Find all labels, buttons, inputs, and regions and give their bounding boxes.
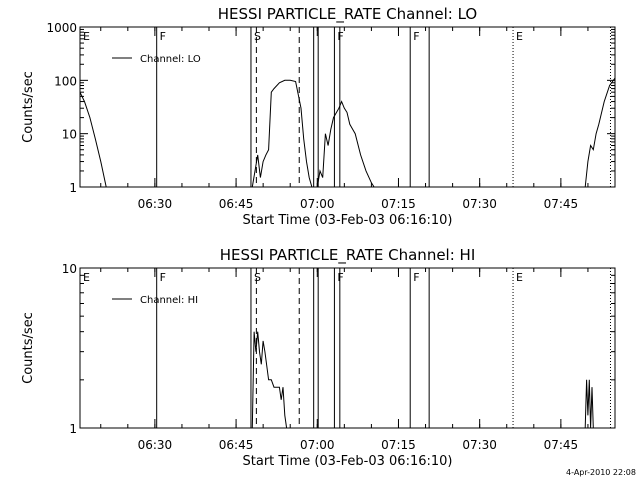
y-tick-label: 1	[69, 181, 77, 195]
x-tick-label: 06:45	[219, 197, 254, 211]
y-tick-label: 10	[62, 262, 77, 276]
y-axis-label: Counts/sec	[21, 71, 36, 143]
flag-label: E	[83, 271, 90, 284]
x-tick-label: 07:00	[300, 438, 335, 452]
y-tick-label: 1	[69, 422, 77, 436]
series-line	[251, 331, 288, 429]
chart-title: HESSI PARTICLE_RATE Channel: HI	[220, 246, 476, 265]
legend-label: Channel: LO	[140, 54, 201, 65]
x-tick-label: 07:45	[544, 438, 579, 452]
x-tick-label: 07:45	[544, 197, 579, 211]
x-tick-label: 07:30	[462, 197, 497, 211]
x-tick-label: 06:45	[219, 438, 254, 452]
legend-label: Channel: HI	[140, 295, 198, 306]
plot-frame	[79, 267, 616, 429]
chart-title: HESSI PARTICLE_RATE Channel: LO	[218, 5, 477, 24]
series-line	[584, 379, 594, 429]
x-tick-label: 06:30	[138, 438, 173, 452]
y-tick-label: 100	[54, 74, 77, 88]
flag-label: E	[516, 271, 523, 284]
x-tick-label: 07:00	[300, 197, 335, 211]
x-tick-label: 06:30	[138, 197, 173, 211]
x-tick-label: 07:15	[381, 438, 416, 452]
flag-label: F	[413, 30, 419, 43]
chart-panel-2: HESSI PARTICLE_RATE Channel: HI 1 10 06:30 0…	[21, 246, 616, 469]
series-line	[79, 91, 107, 188]
flag-label: F	[160, 271, 166, 284]
footer-date-stamp: 4-Apr-2010 22:08	[566, 468, 636, 477]
flag-label: F	[337, 30, 343, 43]
y-tick-label: 10	[62, 128, 77, 142]
flag-label: F	[337, 271, 343, 284]
series-line	[584, 77, 616, 188]
chart-panel-1: HESSI PARTICLE_RATE Channel: LO 1 10 100 100…	[21, 5, 616, 228]
x-tick-label: 07:15	[381, 197, 416, 211]
x-axis-label: Start Time (03-Feb-03 06:16:10)	[243, 213, 453, 228]
y-axis-label: Counts/sec	[21, 312, 36, 384]
flag-label: S	[254, 271, 261, 284]
flag-label: E	[83, 30, 90, 43]
x-axis-label: Start Time (03-Feb-03 06:16:10)	[243, 454, 453, 469]
flag-label: E	[516, 30, 523, 43]
y-tick-label: 1000	[46, 21, 77, 35]
x-tick-label: 07:30	[462, 438, 497, 452]
flag-label: F	[160, 30, 166, 43]
series-line	[251, 79, 375, 188]
flag-label: S	[254, 30, 261, 43]
plot-frame	[79, 26, 616, 188]
flag-label: F	[413, 271, 419, 284]
